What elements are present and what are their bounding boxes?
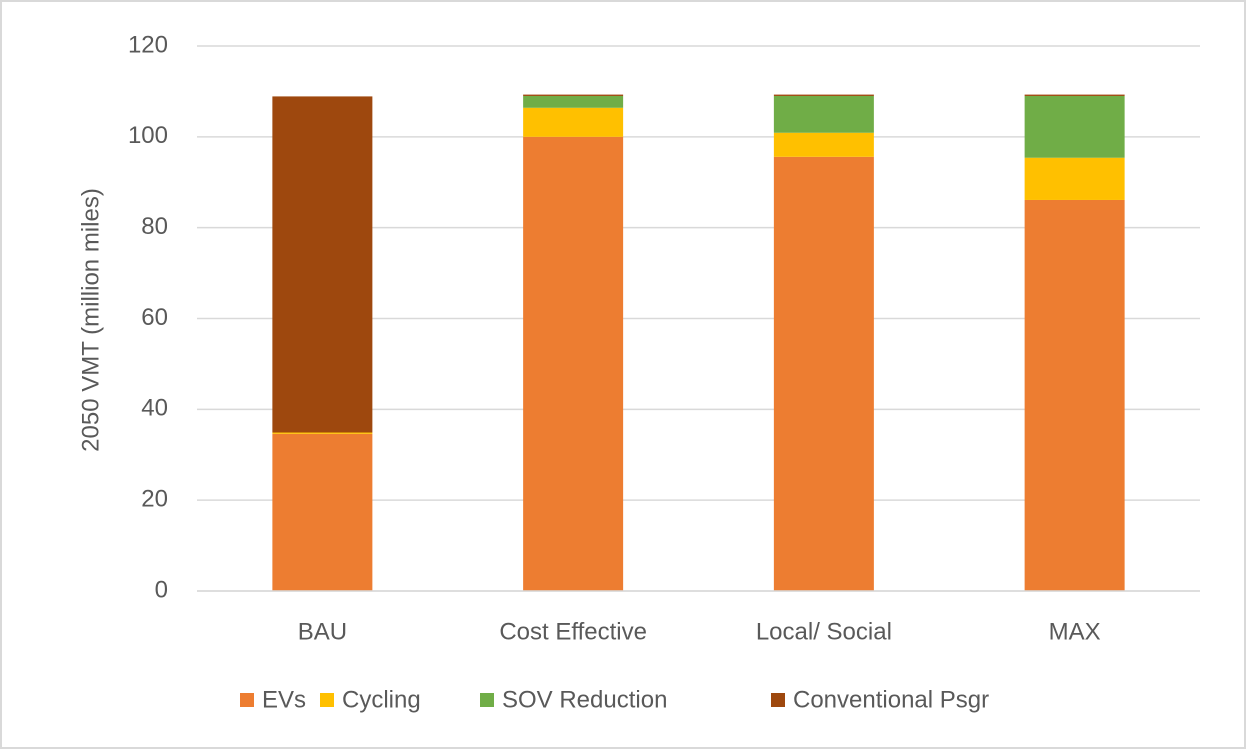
y-tick-label: 0 [155, 576, 168, 603]
legend-swatch [771, 693, 785, 707]
y-tick-label: 80 [141, 213, 168, 240]
bar-segment [1024, 95, 1125, 158]
bar-segment [272, 96, 373, 433]
bar-segment [523, 107, 624, 137]
bar-segment [272, 432, 373, 434]
y-tick-label: 40 [141, 395, 168, 422]
bar-segment [523, 95, 624, 108]
bar-segment [272, 433, 373, 591]
y-tick-label: 20 [141, 486, 168, 513]
y-axis-label: 2050 VMT (million miles) [77, 188, 104, 452]
bar-segment [1024, 157, 1125, 200]
bar-segment [773, 94, 874, 96]
legend-swatch [240, 693, 254, 707]
bar-segment [1024, 94, 1125, 96]
x-tick-label: BAU [298, 618, 347, 645]
legend-swatch [320, 693, 334, 707]
bar-segment [773, 95, 874, 133]
legend-label: Conventional Psgr [793, 686, 989, 713]
legend-label: SOV Reduction [502, 686, 667, 713]
x-tick-label: Cost Effective [499, 618, 647, 645]
y-tick-label: 60 [141, 304, 168, 331]
bar-segment [523, 136, 624, 592]
bar-segment [523, 94, 624, 96]
bar-segment [773, 132, 874, 157]
x-tick-label: Local/ Social [756, 618, 892, 645]
legend-label: Cycling [342, 686, 421, 713]
x-tick-label: MAX [1049, 618, 1101, 645]
legend-swatch [480, 693, 494, 707]
bar-segment [1024, 199, 1125, 591]
bar-segment [773, 156, 874, 592]
y-tick-label: 120 [128, 31, 168, 58]
legend-label: EVs [262, 686, 306, 713]
y-tick-label: 100 [128, 122, 168, 149]
